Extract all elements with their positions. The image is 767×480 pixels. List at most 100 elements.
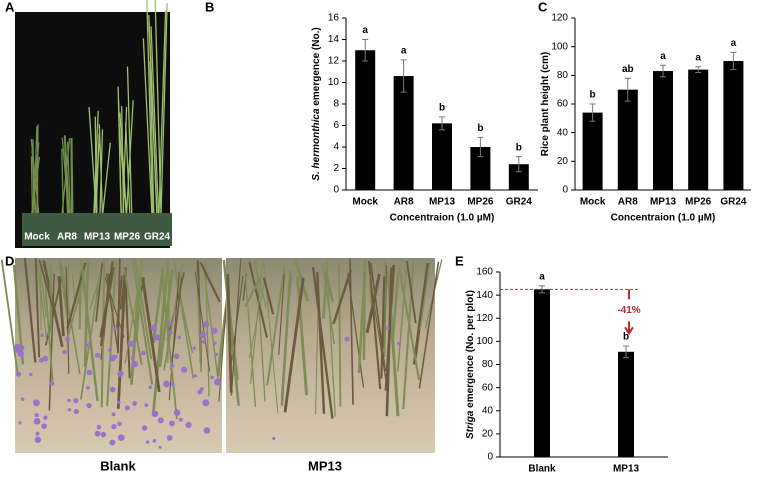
flower <box>168 321 172 325</box>
x-axis-label: Concentraion (1.0 µM) <box>611 213 716 224</box>
bar <box>653 71 673 190</box>
bar <box>618 352 634 457</box>
y-tick-label: 0 <box>562 185 568 196</box>
photo-label: GR24 <box>144 232 171 243</box>
flower <box>112 412 116 416</box>
flower <box>142 425 147 430</box>
flower <box>87 370 93 376</box>
photo-label: Mock <box>24 232 50 243</box>
flower <box>43 356 49 362</box>
y-tick-label: 20 <box>557 156 569 167</box>
bar <box>394 76 414 190</box>
y-tick-label: 8 <box>333 99 339 110</box>
x-tick-label: MP13 <box>613 464 640 475</box>
x-tick-label: MP26 <box>685 197 712 208</box>
flower <box>118 434 125 441</box>
bar <box>583 113 603 190</box>
flower <box>86 403 91 408</box>
flower <box>345 337 350 342</box>
flower <box>154 334 160 340</box>
flower <box>204 427 211 434</box>
flower <box>272 437 275 440</box>
flower <box>86 343 90 347</box>
photo-blank <box>2 258 231 453</box>
photo-label: MP26 <box>114 232 141 243</box>
flower <box>163 381 170 388</box>
panel-label: C <box>538 0 548 14</box>
flower <box>111 424 116 429</box>
significance-letter: b <box>590 90 596 101</box>
y-tick-label: 40 <box>557 127 569 138</box>
flower <box>194 374 197 377</box>
y-axis-label: Striga emergence (No. per plot) <box>465 290 476 439</box>
flower <box>125 405 130 410</box>
significance-letter: a <box>660 51 666 62</box>
flower <box>17 350 23 356</box>
significance-letter: b <box>439 103 445 114</box>
flower <box>197 390 202 395</box>
flower <box>200 332 206 338</box>
flower <box>153 439 157 443</box>
flower <box>109 440 115 446</box>
flower <box>108 348 112 352</box>
y-tick-label: 80 <box>557 70 569 81</box>
flower <box>152 411 159 418</box>
flower <box>179 418 183 422</box>
y-tick-label: 60 <box>482 382 494 393</box>
flower <box>193 346 197 350</box>
y-axis-label-italic: S. hermonthica <box>311 108 322 181</box>
y-axis-label: S. hermonthica emergence (No.) <box>311 27 322 180</box>
annotation: -41% <box>617 305 640 316</box>
flower <box>95 353 100 358</box>
y-tick-label: 0 <box>487 452 493 463</box>
flower <box>174 409 180 415</box>
flower <box>117 400 121 404</box>
flower <box>213 341 216 344</box>
flower <box>110 387 116 393</box>
y-axis-label-text: emergence (No. per plot) <box>465 290 476 408</box>
flower <box>21 397 25 401</box>
y-tick-label: 4 <box>333 142 339 153</box>
flower <box>210 376 214 380</box>
flower <box>132 401 137 406</box>
flower <box>62 350 66 354</box>
y-tick-label: 100 <box>551 41 568 52</box>
significance-letter: a <box>539 272 545 283</box>
flower <box>74 409 79 414</box>
flower <box>34 418 41 425</box>
flower <box>101 432 106 437</box>
flower <box>169 421 175 427</box>
flower <box>16 372 21 377</box>
y-axis-label-text: emergence (No.) <box>311 27 322 105</box>
flower <box>148 385 152 389</box>
flower <box>97 425 102 430</box>
flower <box>203 321 209 327</box>
photo-label: AR8 <box>57 232 77 243</box>
bar <box>355 50 375 190</box>
significance-letter: a <box>401 46 407 57</box>
bar <box>688 70 708 190</box>
x-tick-label: Mock <box>352 197 378 208</box>
x-tick-label: AR8 <box>618 197 638 208</box>
significance-letter: a <box>362 25 368 36</box>
flower <box>141 351 146 356</box>
flower <box>36 432 40 436</box>
y-tick-label: 80 <box>482 359 494 370</box>
flower <box>50 381 55 386</box>
flower <box>215 353 218 356</box>
y-tick-label: 14 <box>328 34 340 45</box>
y-tick-label: 120 <box>551 13 568 24</box>
flower <box>386 326 389 329</box>
flower <box>20 346 24 350</box>
flower <box>86 386 90 390</box>
flower <box>114 355 117 358</box>
photo-caption: MP13 <box>308 458 342 473</box>
panel-label: D <box>5 253 14 268</box>
flower <box>181 367 187 373</box>
flower <box>185 422 191 428</box>
y-tick-label: 6 <box>333 120 339 131</box>
flower <box>40 333 44 337</box>
y-tick-label: 20 <box>482 429 494 440</box>
